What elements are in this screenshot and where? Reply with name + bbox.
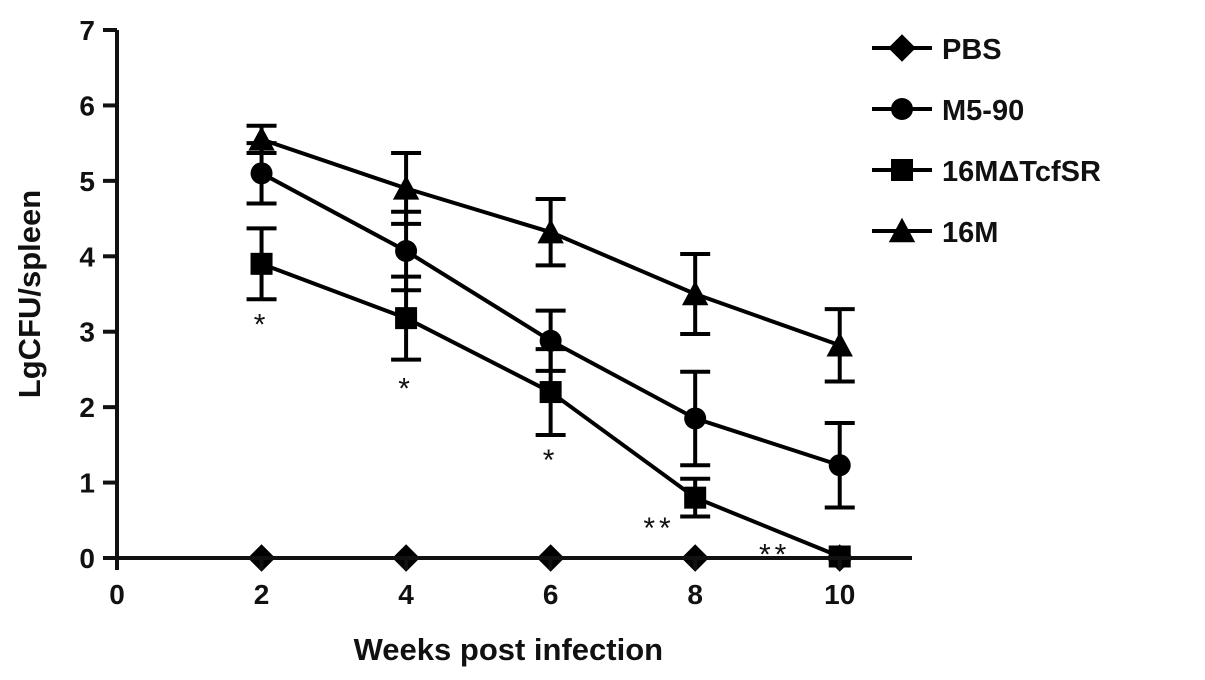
y-axis-title: LgCFU/spleen	[12, 190, 47, 398]
x-ticks: 0 2 4 6 8 10	[109, 558, 855, 610]
significance-marker: **	[643, 512, 674, 545]
significance-marker: **	[759, 538, 790, 571]
y-tick-label: 0	[79, 543, 95, 574]
legend-marker	[888, 217, 916, 243]
data-point	[395, 307, 418, 330]
legend-item: 16MΔTcfSR	[872, 156, 1101, 188]
y-tick-label: 1	[79, 468, 95, 499]
data-point	[826, 332, 853, 357]
data-point	[684, 407, 707, 430]
x-tick-label: 0	[109, 579, 125, 610]
data-point	[539, 381, 562, 404]
legend-marker	[891, 159, 913, 181]
legend-item: PBS	[872, 34, 1002, 66]
data-point	[250, 252, 273, 275]
significance-marker: *	[398, 373, 414, 406]
y-tick-label: 5	[79, 166, 95, 197]
y-tick-label: 4	[79, 241, 95, 272]
data-point	[392, 175, 420, 200]
data-point	[684, 486, 707, 509]
x-tick-label: 2	[254, 579, 270, 610]
data-point	[539, 329, 562, 352]
x-tick-label: 4	[398, 579, 414, 610]
series-triangle	[246, 123, 855, 384]
data-point	[681, 280, 709, 306]
data-point	[248, 126, 275, 151]
y-tick-label: 6	[79, 90, 95, 121]
significance-marker: *	[543, 444, 559, 477]
data-point	[395, 240, 418, 263]
legend-label: 16MΔTcfSR	[942, 156, 1101, 188]
y-tick-label: 7	[79, 15, 95, 46]
legend: PBS M5-90 16MΔTcfSR 16M	[872, 34, 1101, 249]
x-tick-label: 6	[543, 579, 559, 610]
significance-marker: *	[254, 308, 270, 341]
data-point	[828, 454, 851, 477]
series-square	[246, 226, 851, 568]
significance-annotations: *******	[254, 308, 790, 571]
legend-label: PBS	[942, 34, 1002, 66]
axes: 0 2 4 6 8 10 0 1 2 3 4 5 6 7 Weeks post infection Lg…	[12, 15, 912, 667]
y-ticks: 0 1 2 3 4 5 6 7	[79, 15, 117, 574]
plot-area	[246, 123, 855, 572]
legend-marker	[891, 98, 913, 120]
legend-item: 16M	[872, 217, 998, 249]
data-point	[537, 218, 564, 244]
data-point	[250, 162, 273, 185]
legend-label: 16M	[942, 217, 998, 249]
x-axis-title: Weeks post infection	[354, 632, 664, 667]
y-tick-label: 2	[79, 392, 95, 423]
legend-marker	[888, 34, 916, 62]
legend-label: M5-90	[942, 95, 1024, 127]
legend-item: M5-90	[872, 95, 1024, 127]
x-tick-label: 8	[687, 579, 703, 610]
y-tick-label: 3	[79, 317, 95, 348]
x-tick-label: 10	[824, 579, 855, 610]
